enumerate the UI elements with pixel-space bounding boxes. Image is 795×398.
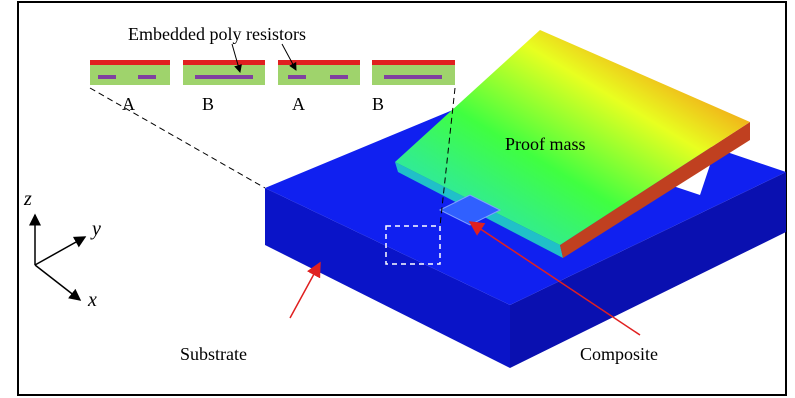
dash-line	[90, 88, 265, 188]
composite-label: Composite	[580, 344, 658, 364]
resistor-label: Embedded poly resistors	[128, 24, 306, 44]
substrate-label: Substrate	[180, 344, 247, 364]
axis-label: y	[90, 218, 101, 240]
proof-mass-label: Proof mass	[505, 134, 586, 154]
section-label: B	[202, 94, 214, 114]
section-label: A	[122, 94, 135, 114]
diagram: Embedded poly resistors A B A B Proof ma…	[0, 0, 795, 398]
axes	[35, 215, 85, 300]
section-label: B	[372, 94, 384, 114]
axis-label: x	[87, 289, 97, 311]
axis-label: z	[23, 188, 32, 210]
arrow	[290, 263, 320, 318]
cross-sections	[90, 60, 455, 85]
section-label: A	[292, 94, 305, 114]
